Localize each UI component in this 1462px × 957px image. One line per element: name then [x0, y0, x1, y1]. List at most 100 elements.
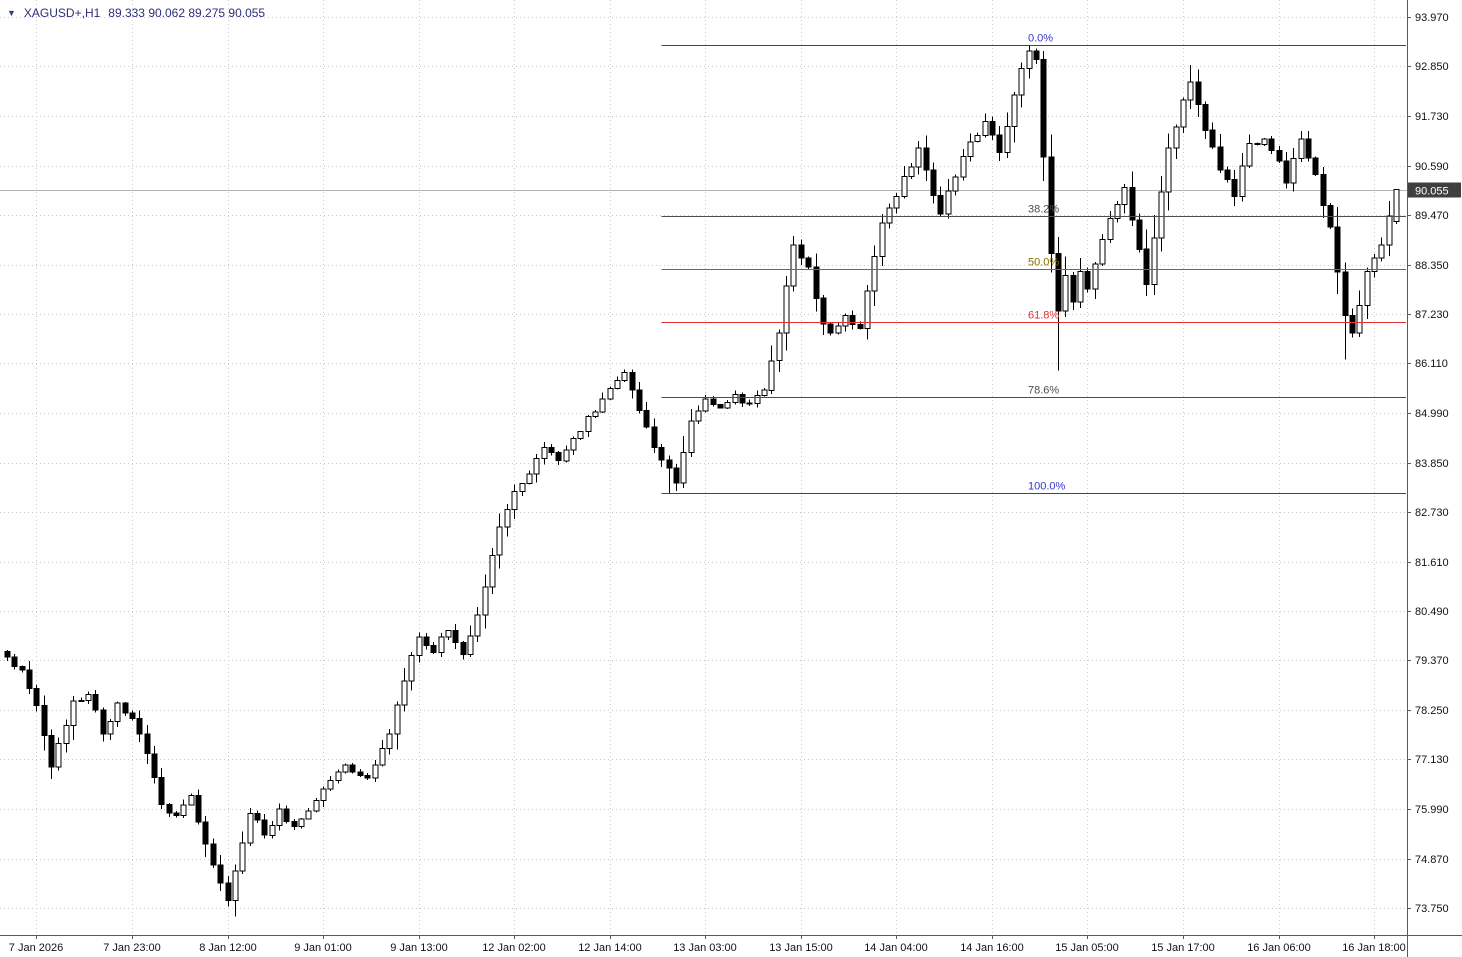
candle-body	[107, 720, 114, 735]
candle-body	[643, 409, 650, 428]
candle-body	[842, 314, 849, 327]
candle-body	[1195, 81, 1202, 106]
candle-body	[232, 870, 239, 901]
candle-body	[717, 404, 724, 409]
candle-body	[210, 843, 217, 866]
candle-body	[710, 398, 717, 406]
candle-body	[548, 447, 555, 453]
price-tick-label: 87.230	[1415, 309, 1449, 321]
candle-body	[511, 491, 518, 510]
candle-body	[1349, 314, 1356, 334]
candle-body	[92, 693, 99, 711]
price-tick-label: 81.610	[1415, 557, 1449, 569]
candle-body	[974, 135, 981, 143]
candle-body	[666, 459, 673, 469]
price-tick-label: 93.970	[1415, 12, 1449, 24]
candle-body	[746, 402, 753, 405]
candle-body	[144, 733, 151, 755]
candle-body	[1305, 138, 1312, 159]
candle-body	[1393, 189, 1400, 222]
candle-body	[114, 702, 121, 722]
candle-body	[1386, 215, 1393, 246]
candle-body	[768, 360, 775, 391]
candle-body	[122, 702, 129, 714]
price-tick-label: 88.350	[1415, 260, 1449, 272]
candle-body	[225, 882, 232, 902]
candle-body	[879, 222, 886, 257]
candle-body	[1254, 143, 1261, 146]
candle-body	[1099, 239, 1106, 265]
candle-body	[930, 169, 937, 197]
candle-body	[11, 656, 18, 667]
candle-body	[151, 753, 158, 778]
price-tick-label: 89.470	[1415, 210, 1449, 222]
candle-body	[438, 636, 445, 654]
candle-body	[915, 147, 922, 168]
candle-body	[577, 431, 584, 440]
time-axis-label: 12 Jan 02:00	[482, 942, 546, 954]
candle-body	[776, 332, 783, 362]
candle-body	[1026, 50, 1033, 70]
candle-body	[1055, 253, 1062, 312]
price-tick-label: 77.130	[1415, 754, 1449, 766]
candle-body	[136, 718, 143, 735]
fib-level-label: 50.0%	[1028, 257, 1059, 269]
candle-body	[1276, 149, 1283, 162]
candle-body	[798, 244, 805, 259]
candle-body	[357, 771, 364, 777]
time-axis-label: 12 Jan 14:00	[578, 942, 642, 954]
candle-body	[430, 645, 437, 653]
candle-body	[394, 704, 401, 735]
candle-body	[1180, 99, 1187, 128]
candle-body	[1048, 156, 1055, 255]
candle-body	[886, 207, 893, 224]
candle-body	[482, 586, 489, 616]
candle-body	[327, 780, 334, 790]
candle-body	[1121, 187, 1128, 205]
candle-body	[739, 394, 746, 404]
current-price-badge-label: 90.055	[1415, 186, 1449, 198]
candle-body	[401, 680, 408, 706]
candle-body	[291, 820, 298, 827]
time-axis-label: 7 Jan 23:00	[103, 942, 161, 954]
candle-body	[563, 449, 570, 462]
candle-body	[335, 771, 342, 782]
candle-body	[166, 803, 173, 814]
candle-body	[1151, 237, 1158, 286]
candle-body	[283, 808, 290, 822]
candle-body	[533, 458, 540, 475]
candle-body	[1283, 160, 1290, 184]
quote-ohlc-values: 89.333 90.062 89.275 90.055	[108, 6, 266, 20]
candle-body	[835, 325, 842, 334]
candle-body	[416, 636, 423, 656]
candle-body	[952, 176, 959, 192]
candle-body	[1077, 270, 1084, 303]
candle-body	[732, 394, 739, 404]
candle-body	[496, 526, 503, 556]
candle-body	[1011, 94, 1018, 128]
time-axis-label: 9 Jan 01:00	[294, 942, 352, 954]
candle-body	[4, 651, 11, 658]
candle-body	[592, 411, 599, 418]
candle-body	[849, 314, 856, 325]
candle-body	[1143, 248, 1150, 285]
candle-body	[989, 120, 996, 136]
candle-body	[1209, 129, 1216, 148]
candle-body	[967, 141, 974, 158]
candle-body	[298, 818, 305, 827]
candle-body	[673, 467, 680, 484]
time-axis-label: 7 Jan 2026	[9, 942, 63, 954]
candle-body	[452, 629, 459, 644]
chart-menu-arrow-icon[interactable]: ▼	[7, 7, 16, 18]
candle-body	[202, 821, 209, 845]
candle-body	[982, 120, 989, 137]
candle-body	[41, 704, 48, 737]
candle-body	[541, 447, 548, 460]
candle-body	[1231, 178, 1238, 197]
candle-body	[48, 735, 55, 768]
candle-body	[342, 764, 349, 773]
candle-body	[261, 819, 268, 836]
